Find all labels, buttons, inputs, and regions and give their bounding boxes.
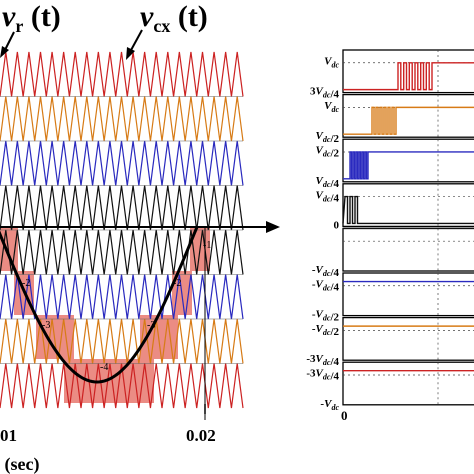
output-panel-7: -Vdc/2 -3Vdc/4 — [306, 316, 474, 368]
panel-bottom-label: -Vdc — [320, 398, 339, 412]
level-label-1: -1 — [203, 240, 211, 251]
carrier-panel: -1 -2 -2 -3 -3 -4 vr (t) vcx (t) 01 0.02… — [0, 0, 280, 474]
reference-label: vr (t) — [2, 0, 61, 36]
output-panel-8: -3Vdc/4 -Vdc — [306, 361, 474, 412]
output-panel-2: Vdc Vdc/2 — [316, 93, 474, 145]
level-label-4: -4 — [100, 362, 108, 373]
panel-top-label: -Vdc/2 — [312, 323, 340, 338]
output-waveform — [343, 62, 474, 91]
right-x-tick-zero: 0 — [341, 408, 348, 423]
carrier-arrow-head — [126, 47, 135, 60]
panel-bottom-label: Vdc/2 — [316, 130, 340, 145]
panel-bottom-label: 0 — [334, 219, 340, 231]
carrier-label: vcx (t) — [140, 0, 208, 36]
level-label-3b: -3 — [147, 320, 155, 331]
reference-arrow-head — [0, 46, 9, 58]
output-panel-3: Vdc/2 Vdc/4 — [316, 138, 474, 190]
reference-curve — [0, 226, 199, 384]
output-panel-6: -Vdc/4 -Vdc/2 — [312, 272, 474, 324]
level-label-3: -3 — [42, 320, 50, 331]
x-axis-label: t (sec) — [0, 454, 39, 474]
output-panels: Vdc3Vdc/4VdcVdc/2Vdc/2Vdc/4Vdc/40-Vdc/4-… — [306, 49, 474, 412]
panel-frame — [342, 272, 474, 317]
output-panel-5: -Vdc/4 — [312, 227, 474, 279]
panel-top-label: Vdc — [324, 55, 339, 69]
panel-top-label: Vdc/4 — [316, 189, 340, 204]
panel-bottom-label: -Vdc/2 — [312, 309, 340, 324]
x-tick-label-001: 01 — [0, 426, 17, 445]
output-waveform — [342, 195, 474, 225]
panel-frame — [342, 361, 474, 406]
panel-top-label: -3Vdc/4 — [306, 368, 339, 383]
axis-arrow-head — [266, 221, 280, 233]
band-separators — [0, 96, 243, 364]
carrier-band-2 — [0, 96, 244, 142]
panel-top-label: Vdc — [324, 100, 339, 114]
carrier-band-3 — [0, 140, 244, 186]
output-waveform — [343, 151, 474, 180]
output-waveform — [343, 106, 474, 135]
panel-frame — [342, 227, 474, 272]
panel-frame — [342, 49, 474, 94]
panel-bottom-label: -3Vdc/4 — [306, 353, 339, 368]
level-label-2: -2 — [22, 278, 30, 289]
carrier-band-6 — [0, 274, 244, 320]
panel-bottom-label: Vdc/4 — [316, 175, 340, 190]
panel-top-label: Vdc/2 — [316, 145, 340, 160]
carrier-label-arrow — [129, 29, 143, 53]
panel-bottom-label: -Vdc/4 — [312, 264, 340, 279]
level-label-2b: -2 — [173, 278, 181, 289]
x-tick-label-002: 0.02 — [186, 426, 216, 445]
panel-frame — [342, 183, 474, 228]
panel-bottom-label: 3Vdc/4 — [310, 86, 339, 101]
carrier-band-1 — [0, 51, 244, 97]
output-panel-4: Vdc/4 0 — [316, 183, 474, 231]
level-labels: -1 -2 -2 -3 -3 -4 — [22, 240, 211, 373]
carrier-band-4 — [0, 185, 244, 231]
panel-frame — [342, 93, 474, 138]
output-panel-1: Vdc 3Vdc/4 — [310, 49, 474, 101]
panel-frame — [342, 316, 474, 361]
panel-top-label: -Vdc/4 — [312, 278, 340, 293]
